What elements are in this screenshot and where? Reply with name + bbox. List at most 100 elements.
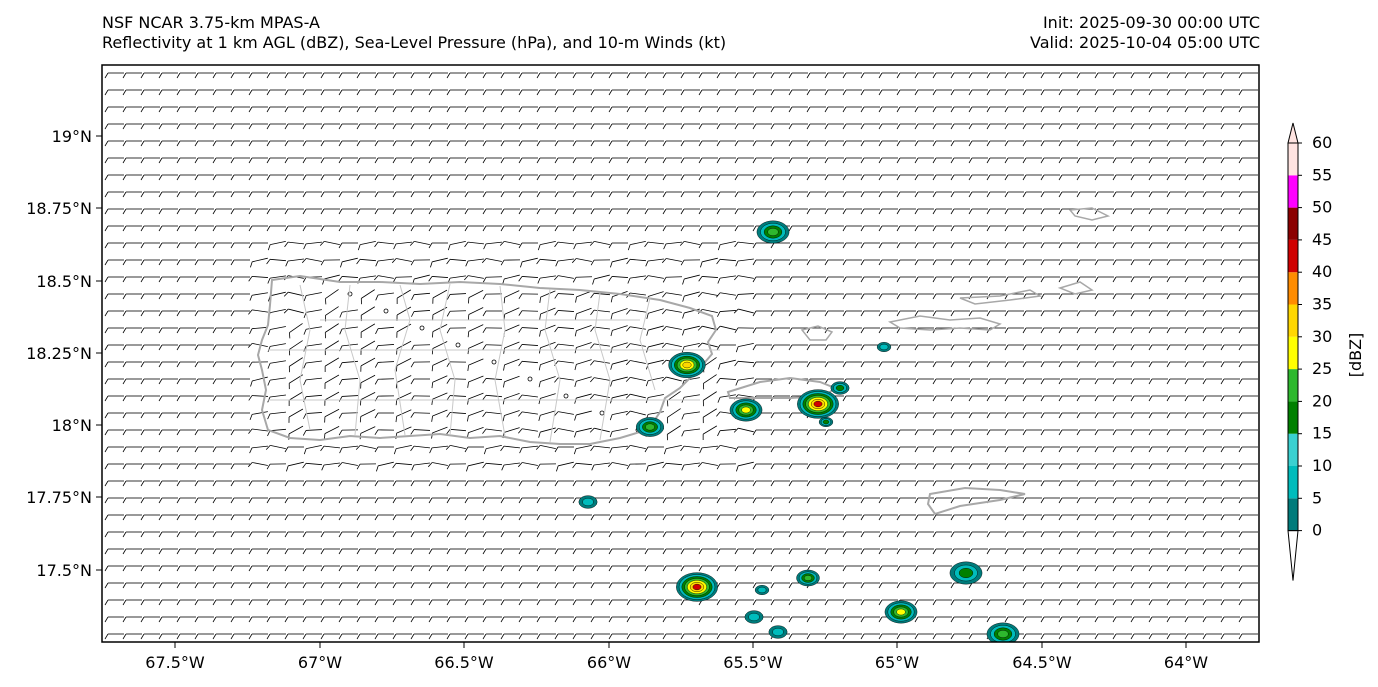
- wind-barb: [716, 140, 736, 147]
- wind-barb: [914, 208, 934, 215]
- wind-barb: [734, 514, 754, 521]
- wind-barb: [500, 514, 520, 521]
- wind-barb: [518, 548, 538, 555]
- wind-barb: [950, 191, 970, 198]
- wind-barb: [1238, 412, 1258, 419]
- wind-barb: [176, 514, 196, 521]
- wind-barb: [1166, 191, 1186, 198]
- wind-barb: [356, 548, 376, 555]
- wind-barb: [608, 89, 628, 96]
- wind-barb: [1076, 344, 1096, 351]
- wind-barb: [122, 157, 142, 164]
- wind-barb: [950, 412, 970, 419]
- wind-barb: [735, 377, 754, 386]
- wind-barb: [410, 208, 430, 215]
- wind-barb: [1202, 259, 1222, 266]
- wind-barb: [140, 514, 160, 521]
- map-title-left: NSF NCAR 3.75-km MPAS-A Reflectivity at …: [102, 13, 726, 53]
- wind-barb: [1184, 582, 1204, 589]
- wind-barb: [338, 106, 358, 113]
- wind-barb: [1130, 89, 1150, 96]
- wind-barb: [230, 106, 250, 113]
- wind-barb: [1238, 293, 1258, 300]
- wind-barb: [230, 242, 250, 249]
- wind-barb: [824, 446, 844, 453]
- wind-barb: [374, 208, 394, 215]
- wind-barb: [1238, 480, 1258, 487]
- wind-barb: [626, 514, 646, 521]
- wind-barb: [212, 429, 232, 436]
- wind-barb: [717, 240, 736, 251]
- wind-barb: [248, 480, 268, 487]
- wind-barb: [662, 616, 682, 623]
- wind-barb: [446, 565, 466, 572]
- wind-barb: [842, 225, 862, 232]
- wind-barb: [644, 633, 664, 640]
- colorbar-swatch: [1288, 304, 1298, 337]
- wind-barb: [536, 174, 556, 181]
- wind-barb: [717, 428, 737, 437]
- wind-barb: [770, 344, 790, 351]
- wind-barb: [158, 327, 178, 334]
- wind-barb: [1220, 157, 1240, 164]
- wind-barb: [1004, 123, 1024, 130]
- wind-barb: [806, 429, 826, 436]
- wind-barb: [770, 259, 790, 266]
- wind-barb: [356, 208, 376, 215]
- wind-barb: [770, 565, 790, 572]
- wind-barb: [537, 240, 556, 251]
- wind-barb: [140, 480, 160, 487]
- wind-barb: [1040, 616, 1060, 623]
- wind-barb: [104, 259, 124, 266]
- calm-wind-marker: [383, 308, 389, 314]
- wind-barb: [482, 616, 502, 623]
- wind-barb: [104, 327, 124, 334]
- wind-barb: [1112, 446, 1132, 453]
- wind-barb: [590, 259, 611, 266]
- wind-barb: [878, 123, 898, 130]
- wind-barb: [122, 395, 142, 402]
- wind-barb: [1040, 599, 1060, 606]
- wind-barb: [806, 72, 826, 79]
- wind-barb: [158, 412, 178, 419]
- wind-barb: [1040, 157, 1060, 164]
- wind-barb: [554, 616, 574, 623]
- wind-barb: [914, 548, 934, 555]
- wind-barb: [266, 157, 286, 164]
- wind-barb: [1166, 378, 1186, 385]
- wind-barb: [1022, 429, 1042, 436]
- wind-barb: [230, 599, 250, 606]
- wind-barb: [680, 514, 700, 521]
- wind-barb: [986, 174, 1006, 181]
- wind-barb: [500, 616, 520, 623]
- wind-barb: [572, 633, 592, 640]
- wind-barb: [212, 344, 232, 351]
- wind-barb: [770, 310, 790, 317]
- wind-barb: [626, 258, 647, 265]
- wind-barb: [752, 446, 772, 453]
- wind-barb: [878, 72, 898, 79]
- wind-barb: [1202, 361, 1222, 368]
- wind-barb: [1058, 633, 1078, 640]
- wind-barb: [572, 599, 592, 606]
- wind-barb: [1130, 259, 1150, 266]
- wind-barb: [140, 310, 160, 317]
- wind-barb: [1004, 616, 1024, 623]
- wind-barb: [986, 616, 1006, 623]
- wind-barb: [590, 123, 610, 130]
- wind-barb: [360, 357, 376, 372]
- wind-barb: [1040, 123, 1060, 130]
- wind-barb: [1022, 412, 1042, 419]
- lat-label: 18.5°N: [36, 272, 92, 291]
- wind-barb: [644, 174, 664, 181]
- wind-barb: [266, 497, 286, 504]
- wind-barb: [1238, 123, 1258, 130]
- wind-barb: [267, 275, 286, 284]
- wind-barb: [788, 310, 808, 317]
- wind-barb: [986, 565, 1006, 572]
- wind-barb: [320, 616, 340, 623]
- wind-barb: [950, 310, 970, 317]
- wind-barb: [572, 123, 592, 130]
- wind-barb: [770, 89, 790, 96]
- wind-barb: [248, 72, 268, 79]
